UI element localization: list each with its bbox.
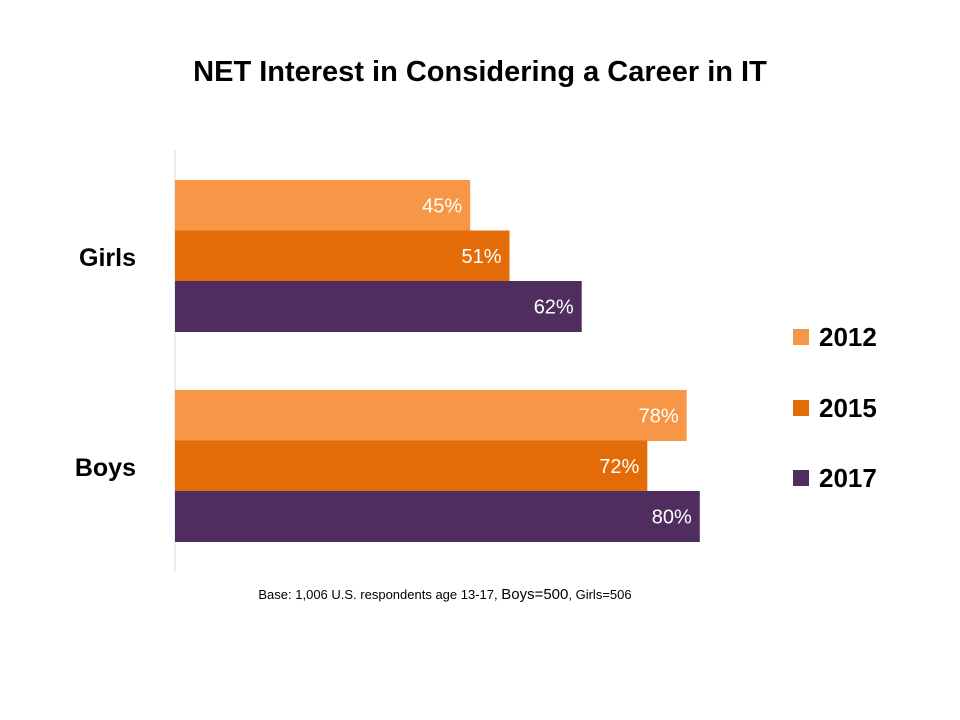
footnote: Base: 1,006 U.S. respondents age 13-17, …: [0, 586, 890, 603]
bar-girls-2017: [175, 281, 582, 332]
legend-label-2012: 2012: [819, 322, 877, 352]
data-label-boys-2017: 80%: [652, 506, 692, 528]
legend-swatch-2012: [793, 329, 809, 345]
data-label-boys-2012: 78%: [639, 405, 679, 427]
bar-girls-2015: [175, 230, 510, 282]
bars-group: 45% 51% 62% 78% 72% 80%: [175, 180, 700, 542]
legend: 2012 2015 2017: [793, 322, 877, 493]
category-labels: Girls Boys: [75, 244, 136, 482]
data-label-girls-2015: 51%: [462, 246, 502, 268]
data-label-boys-2015: 72%: [599, 456, 639, 478]
data-label-girls-2017: 62%: [534, 296, 574, 318]
category-label-boys: Boys: [75, 454, 136, 482]
bar-boys-2012: [175, 390, 687, 441]
bar-girls-2012: [175, 180, 471, 231]
legend-swatch-2017: [793, 470, 809, 486]
footnote-boys: Boys=500: [501, 586, 569, 603]
legend-label-2017: 2017: [819, 463, 877, 493]
bar-boys-2017: [175, 491, 700, 542]
chart-title: NET Interest in Considering a Career in …: [193, 56, 767, 88]
legend-label-2015: 2015: [819, 393, 877, 423]
category-label-girls: Girls: [79, 244, 136, 272]
footnote-girls: , Girls=506: [568, 587, 632, 602]
data-label-girls-2012: 45%: [422, 195, 462, 217]
footnote-base: Base: 1,006 U.S. respondents age 13-17,: [258, 587, 502, 602]
legend-swatch-2015: [793, 400, 809, 416]
bar-boys-2015: [175, 440, 648, 492]
